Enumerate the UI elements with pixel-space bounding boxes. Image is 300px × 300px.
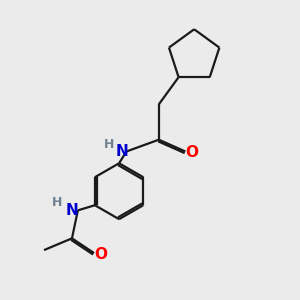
Text: H: H [52,196,62,209]
Text: H: H [103,138,114,151]
Text: O: O [94,247,107,262]
Text: N: N [66,203,78,218]
Text: O: O [185,146,198,160]
Text: N: N [116,144,128,159]
